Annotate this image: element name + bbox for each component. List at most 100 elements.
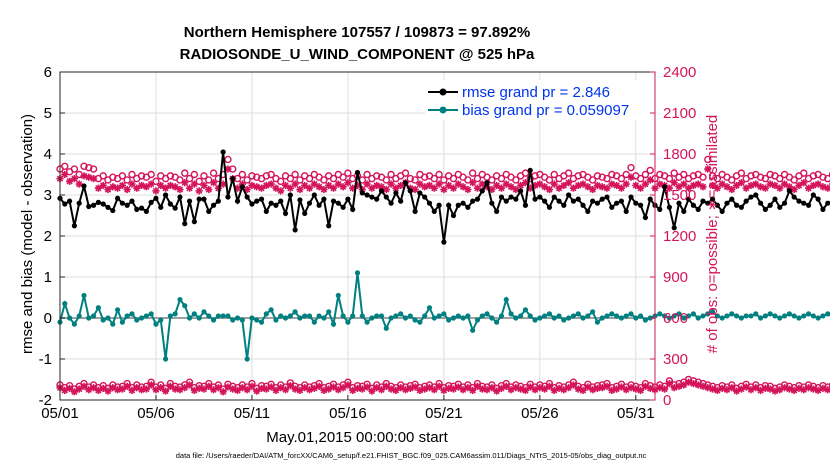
obs-assimilated-point (195, 187, 203, 195)
obs-possible-point (761, 174, 770, 183)
rmse-point (249, 201, 255, 207)
obs-possible-point (123, 176, 131, 184)
rmse-point (522, 202, 529, 208)
bias-point (762, 313, 768, 319)
rmse-point (503, 198, 509, 204)
bias-point (114, 307, 121, 313)
rmse-point (76, 200, 82, 206)
obs-assimilated-point (603, 184, 611, 192)
obs-assimilated-point (152, 187, 160, 195)
obs-low-assimilated-point (579, 386, 587, 395)
obs-possible-point (545, 176, 554, 184)
obs-possible-point (137, 172, 146, 180)
rmse-point (268, 200, 274, 206)
rmse-point (239, 184, 245, 190)
bias-point (172, 311, 178, 317)
rmse-point (805, 202, 812, 208)
bias-point (695, 315, 701, 321)
obs-low-assimilated-point (157, 384, 165, 392)
obs-possible-point (372, 172, 381, 180)
obs-possible-point (224, 155, 232, 164)
obs-assimilated-point (795, 181, 803, 190)
y-right-tick-label: 300 (663, 351, 688, 368)
y-left-tick-label: 0 (44, 310, 52, 327)
bias-point (273, 317, 279, 323)
rmse-point (494, 208, 500, 214)
rmse-point (129, 198, 135, 204)
obs-assimilated-point (708, 181, 717, 190)
obs-possible-point (603, 174, 611, 183)
obs-possible-point (713, 174, 722, 183)
obs-assimilated-point (320, 185, 328, 194)
bias-point (215, 313, 221, 319)
obs-low-assimilated-point (70, 388, 78, 396)
obs-assimilated-point (565, 179, 573, 187)
obs-possible-point (89, 165, 98, 173)
obs-assimilated-point (128, 180, 136, 188)
rmse-point (172, 205, 178, 211)
obs-assimilated-point (579, 180, 587, 188)
rmse-point (690, 202, 696, 208)
rmse-point (599, 196, 605, 202)
bias-point (633, 315, 639, 321)
rmse-point (393, 190, 399, 196)
bias-point (570, 313, 577, 319)
rmse-point (527, 167, 533, 173)
bias-point (182, 303, 188, 309)
obs-low-assimilated-point (569, 381, 578, 389)
obs-possible-point (574, 172, 582, 180)
rmse-point (326, 223, 332, 229)
bias-point (561, 317, 567, 323)
rmse-point (546, 204, 553, 210)
obs-assimilated-point (550, 180, 558, 188)
rmse-point (258, 196, 265, 202)
rmse-point (426, 200, 433, 206)
obs-low-assimilated-point (113, 386, 122, 394)
obs-assimilated-point (363, 180, 371, 188)
obs-low-assimilated-point (243, 386, 251, 394)
rmse-point (422, 194, 428, 200)
rmse-point (820, 206, 826, 212)
bias-point (258, 319, 265, 325)
rmse-point (124, 202, 130, 208)
bias-point (719, 315, 725, 321)
bias-point (743, 313, 749, 319)
obs-low-assimilated-point (315, 382, 323, 390)
x-tick-label: 05/21 (425, 405, 463, 422)
bias-point (158, 317, 164, 323)
obs-assimilated-point (536, 180, 544, 188)
rmse-point (177, 194, 183, 200)
obs-assimilated-point (637, 184, 645, 192)
rmse-point (767, 202, 773, 208)
obs-possible-point (147, 170, 155, 179)
rmse-point (676, 200, 682, 206)
bias-point (542, 313, 548, 319)
obs-possible-point (363, 170, 371, 179)
bias-point (479, 313, 485, 319)
bias-point (786, 311, 792, 317)
rmse-point (470, 198, 476, 204)
obs-assimilated-point (267, 180, 275, 188)
legend-rmse-marker (439, 88, 447, 96)
x-tick-label: 05/31 (617, 405, 655, 422)
rmse-point (138, 205, 145, 211)
obs-possible-point (512, 176, 520, 184)
bias-point (470, 327, 476, 333)
bias-point (230, 317, 236, 323)
rmse-point (450, 212, 457, 219)
rmse-point (134, 206, 140, 212)
bias-point (810, 313, 816, 319)
obs-possible-point (656, 170, 664, 179)
obs-possible-point (329, 174, 338, 183)
bias-point (820, 313, 826, 319)
bias-point (388, 315, 394, 321)
bias-point (825, 311, 830, 317)
bias-point (494, 319, 500, 325)
rmse-point (604, 194, 610, 200)
rmse-point (729, 196, 735, 202)
obs-possible-point (665, 174, 674, 183)
rmse-point (201, 196, 207, 202)
obs-low-assimilated-point (363, 383, 371, 391)
obs-possible-point (593, 172, 602, 180)
rmse-point (302, 210, 308, 217)
